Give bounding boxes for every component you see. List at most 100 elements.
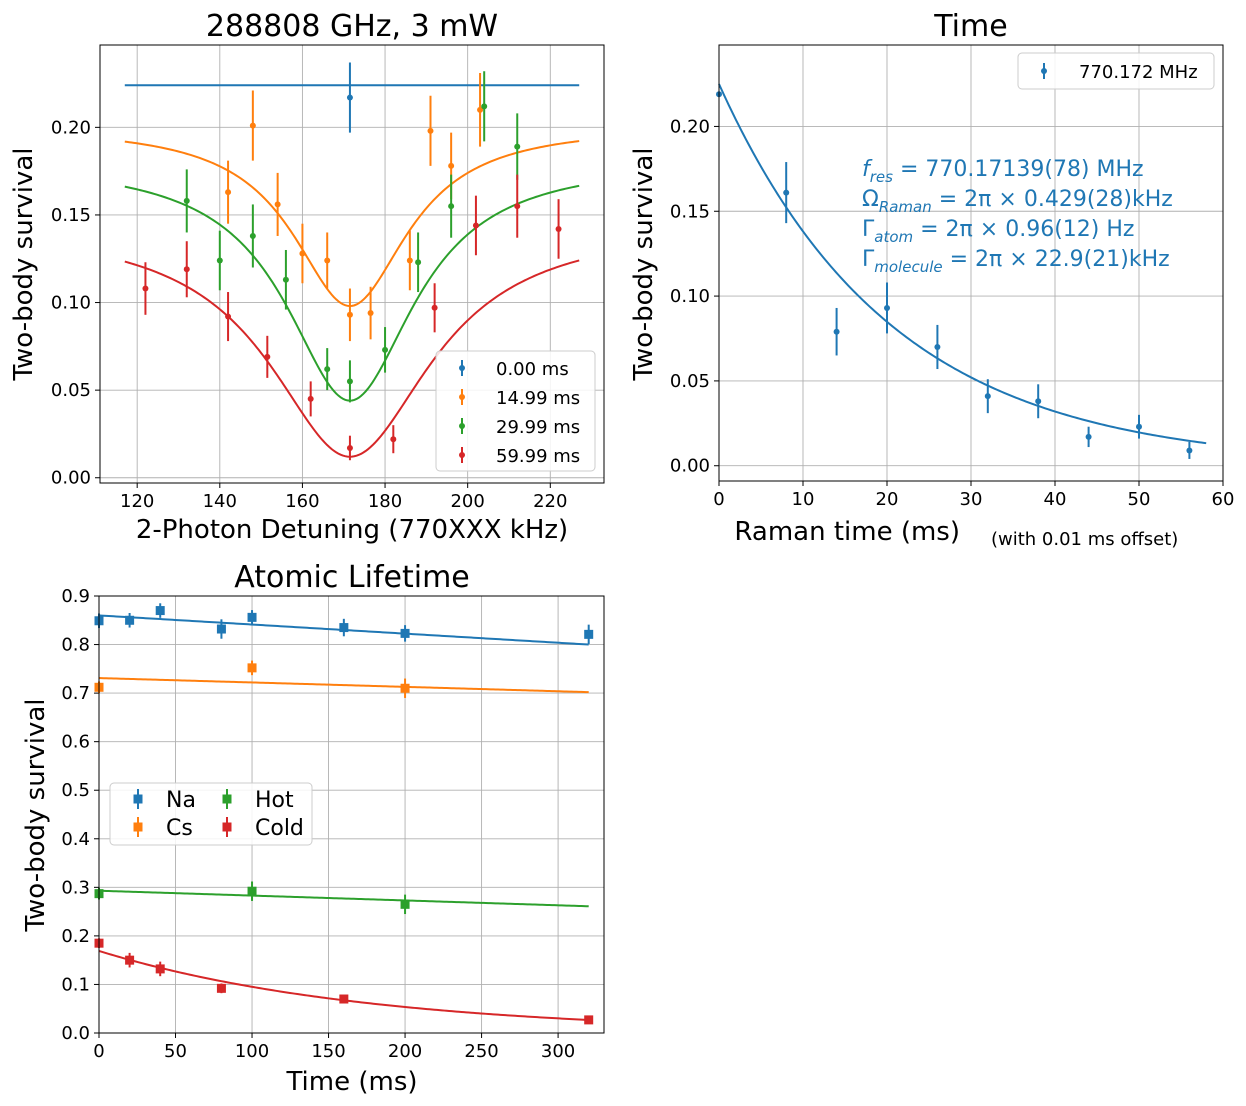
detuning-chart: 288808 GHz, 3 mW 2-Photon Detuning (770X… xyxy=(9,9,605,545)
data-point xyxy=(216,257,223,264)
legend-label: 29.99 ms xyxy=(496,417,580,438)
legend-label: 0.00 ms xyxy=(496,359,569,380)
legend-box xyxy=(109,782,313,846)
data-point xyxy=(390,436,397,443)
legend-label: 14.99 ms xyxy=(496,388,580,409)
y-axis-label: Two-body survival xyxy=(629,147,659,381)
data-point xyxy=(346,311,353,318)
annotation-line: Γmolecule = 2π × 22.9(21)kHz xyxy=(862,247,1170,276)
fit-line xyxy=(98,949,589,1021)
plot-area xyxy=(124,62,580,461)
legend: 0.00 ms 14.99 ms 29.99 ms 59.99 ms xyxy=(435,350,596,472)
data-point xyxy=(406,257,413,264)
y-tick-label: 0.7 xyxy=(61,683,90,704)
data-point xyxy=(472,222,479,229)
y-tick-label: 0.20 xyxy=(670,116,710,137)
plot-frame xyxy=(99,44,605,484)
legend-label: 770.172 MHz xyxy=(1079,62,1198,83)
data-point xyxy=(155,606,165,616)
data-point xyxy=(1035,398,1042,405)
x-tick-label: 120 xyxy=(120,491,154,512)
data-point xyxy=(183,197,190,204)
y-tick-label: 0.4 xyxy=(61,829,90,850)
legend-marker xyxy=(133,794,143,804)
annotation-line: ΩRaman = 2π × 0.429(28)kHz xyxy=(862,187,1173,216)
annotation-symbol: Γ xyxy=(862,217,875,242)
series-points xyxy=(142,174,562,461)
chart-title: Atomic Lifetime xyxy=(234,560,470,595)
y-tick-label: 0.15 xyxy=(51,205,91,226)
x-tick-label: 200 xyxy=(450,491,484,512)
data-point xyxy=(427,127,434,134)
x-tick-label: 150 xyxy=(311,1041,345,1062)
data-point xyxy=(833,328,840,335)
y-tick-label: 0.15 xyxy=(670,201,710,222)
data-point xyxy=(346,444,353,451)
data-point xyxy=(216,624,226,634)
annotation-subscript: res xyxy=(870,168,893,186)
y-tick-label: 0.2 xyxy=(61,926,90,947)
data-point xyxy=(183,266,190,273)
data-point xyxy=(155,964,165,974)
data-point xyxy=(1085,433,1092,440)
chart-title: 288808 GHz, 3 mW xyxy=(206,9,498,44)
x-tick-label: 220 xyxy=(533,491,567,512)
data-point xyxy=(216,983,226,993)
data-point xyxy=(249,122,256,129)
y-axis-label: Two-body survival xyxy=(9,147,39,381)
data-point xyxy=(247,886,257,896)
x-tick-label: 300 xyxy=(541,1041,575,1062)
raman-time-chart: Time Raman time (ms) (with 0.01 ms offse… xyxy=(629,9,1234,550)
x-tick-label: 60 xyxy=(1212,489,1235,510)
data-point xyxy=(247,663,257,673)
data-point xyxy=(1186,447,1193,454)
data-point xyxy=(884,304,890,311)
data-point xyxy=(307,395,314,402)
data-point xyxy=(783,189,790,196)
legend-marker xyxy=(459,452,465,458)
data-point xyxy=(481,103,488,110)
y-tick-label: 0.00 xyxy=(51,468,91,489)
fit-line xyxy=(718,83,1207,445)
y-tick-label: 0.5 xyxy=(61,780,90,801)
data-point xyxy=(225,189,232,196)
data-point xyxy=(984,393,991,400)
y-tick-label: 0.00 xyxy=(670,456,710,477)
x-axis-label: Time (ms) xyxy=(285,1067,417,1097)
data-point xyxy=(431,304,438,311)
legend-marker xyxy=(222,794,232,804)
legend-marker xyxy=(459,423,465,429)
legend-label: Na xyxy=(166,788,196,813)
x-tick-label: 160 xyxy=(285,491,319,512)
data-point xyxy=(367,310,374,317)
data-point xyxy=(125,615,135,625)
chart-title: Time xyxy=(933,9,1007,44)
annotation-symbol: Ω xyxy=(862,187,879,212)
y-tick-label: 0.3 xyxy=(61,877,90,898)
legend-marker xyxy=(1041,68,1047,74)
x-tick-label: 0 xyxy=(93,1041,104,1062)
data-point xyxy=(324,257,331,264)
x-tick-label: 200 xyxy=(388,1041,422,1062)
x-axis-label-main: Raman time (ms) xyxy=(734,517,960,547)
annotation-value: = 2π × 0.96(12) Hz xyxy=(913,217,1134,242)
fit-line xyxy=(98,889,589,908)
data-point xyxy=(249,232,256,239)
x-tick-label: 50 xyxy=(1128,489,1151,510)
annotation-symbol: Γ xyxy=(862,247,875,272)
data-point xyxy=(1136,423,1142,430)
y-tick-label: 0.6 xyxy=(61,732,90,753)
data-point xyxy=(934,343,941,350)
legend-box xyxy=(1017,52,1215,90)
data-point xyxy=(448,162,455,169)
series-points xyxy=(94,938,594,1025)
axes: 0 10 20 30 40 50 60 0.00 0.05 0.10 0.15 0.20 xyxy=(670,116,1235,510)
atomic-lifetime-chart: Atomic Lifetime Time (ms) Two-body survi… xyxy=(21,560,605,1097)
annotation-value: = 2π × 22.9(21)kHz xyxy=(943,247,1170,272)
y-tick-label: 0.05 xyxy=(670,371,710,392)
data-point xyxy=(555,225,562,232)
series-points xyxy=(183,71,521,403)
annotation-subscript: molecule xyxy=(874,258,942,276)
plot-area xyxy=(94,603,594,1025)
